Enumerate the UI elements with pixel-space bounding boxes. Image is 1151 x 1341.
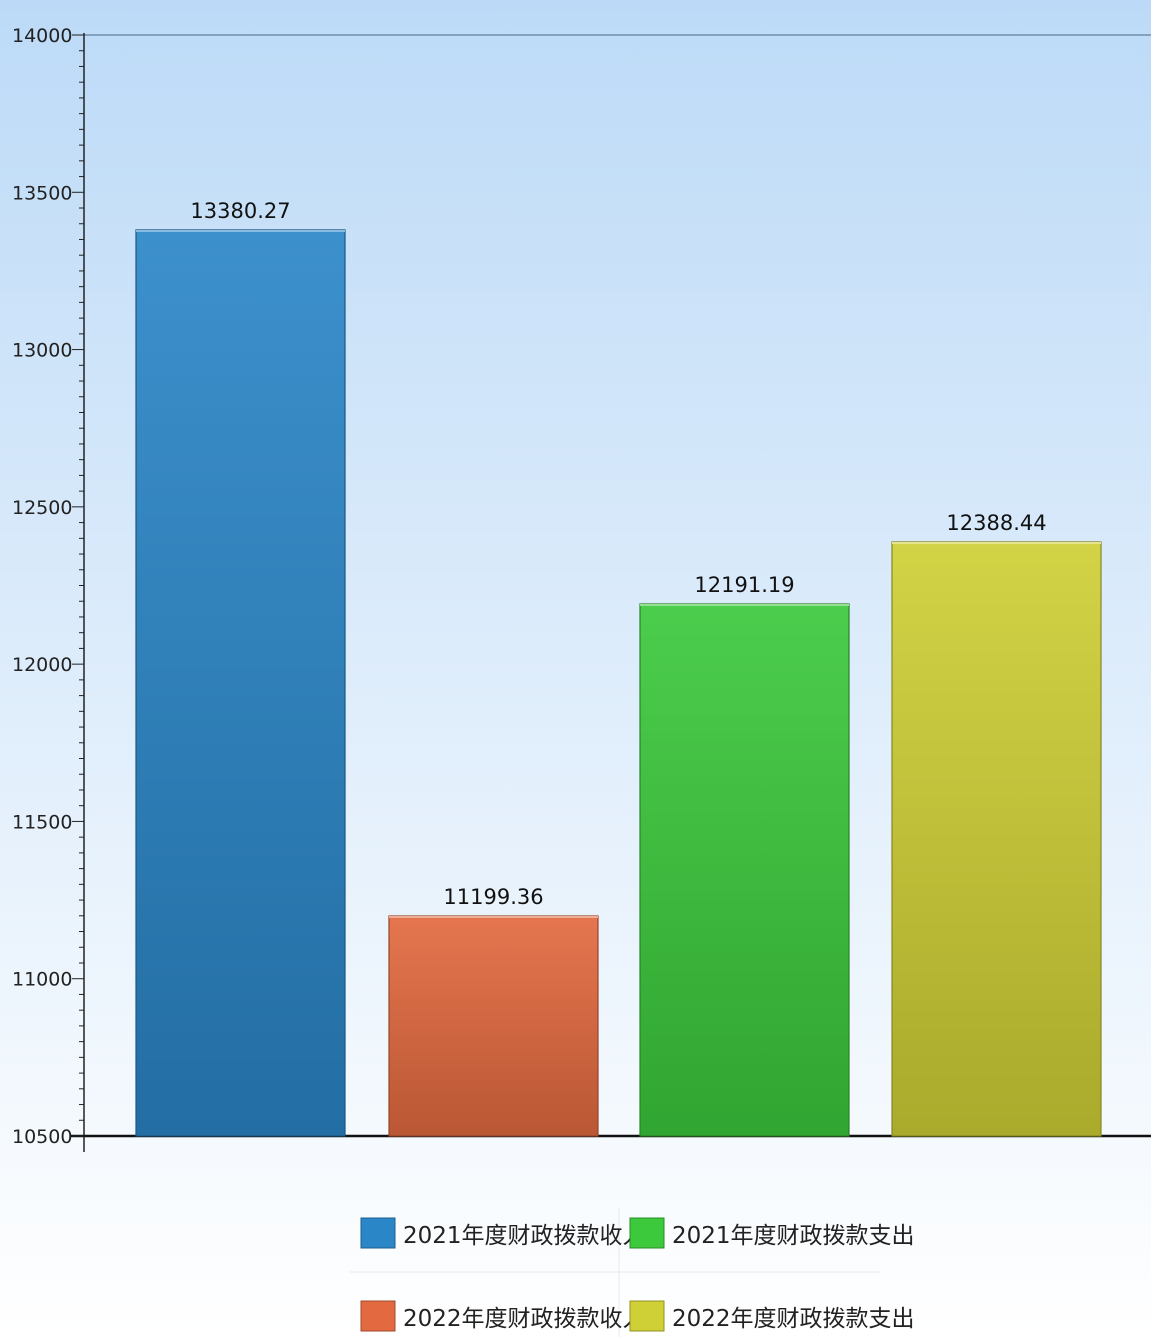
bar-value-label: 11199.36 (443, 885, 543, 909)
legend-swatch (360, 1217, 396, 1249)
bar-value-label: 12191.19 (694, 573, 794, 597)
bar-value-label: 12388.44 (946, 511, 1046, 535)
bar-value-label: 13380.27 (190, 199, 290, 223)
bar-3 (639, 603, 850, 1137)
legend-label: 2022年度财政拨款收入 (403, 1306, 646, 1332)
legend-swatch (360, 1300, 396, 1332)
legend-label: 2021年度财政拨款收入 (403, 1223, 646, 1249)
y-tick-label: 12000 (12, 654, 72, 676)
y-tick-label: 11500 (12, 811, 72, 833)
y-tick-label: 11000 (12, 969, 72, 991)
legend-swatch (629, 1217, 665, 1249)
y-tick-label: 13000 (12, 340, 72, 362)
y-tick-label: 13500 (12, 182, 72, 204)
legend-label: 2022年度财政拨款支出 (672, 1306, 915, 1332)
y-tick-label: 10500 (12, 1126, 72, 1148)
bar-2 (388, 915, 599, 1137)
legend-swatch (629, 1300, 665, 1332)
legend-label: 2021年度财政拨款支出 (672, 1223, 915, 1249)
y-tick-label: 14000 (12, 25, 72, 47)
bar-1 (135, 229, 346, 1137)
y-tick-label: 12500 (12, 497, 72, 519)
bar-4 (891, 541, 1102, 1137)
